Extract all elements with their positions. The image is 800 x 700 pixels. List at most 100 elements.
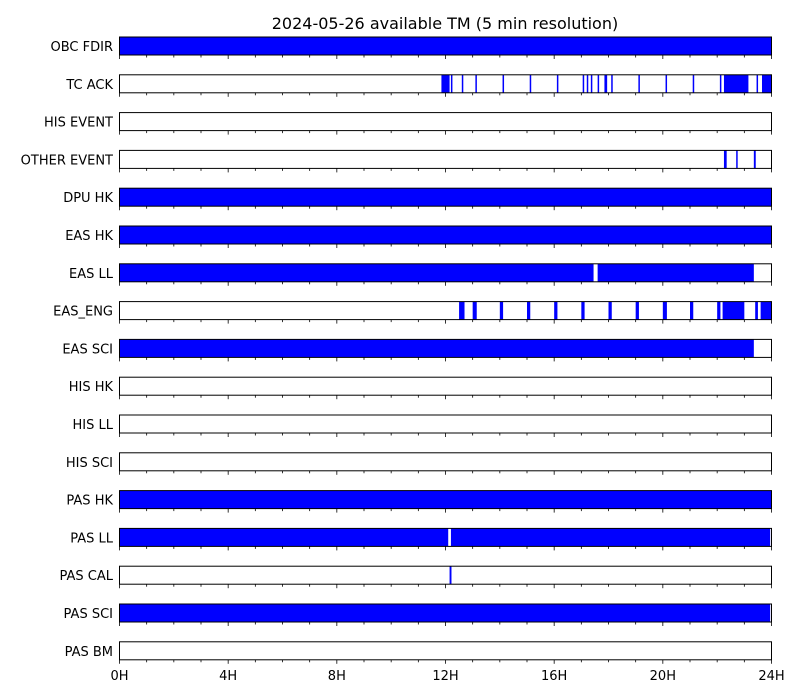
timeline-row: EAS HK [65,225,772,248]
chart-title: 2024-05-26 available TM (5 min resolutio… [272,14,618,33]
availability-bar [527,301,531,320]
availability-bar [662,301,667,320]
availability-bar [692,74,695,93]
timeline-row: PAS CAL [60,565,772,589]
availability-bar [635,301,639,320]
timeline-row: PAS LL [70,527,772,551]
timeline-row: PAS SCI [64,603,772,626]
row-label: HIS SCI [66,456,113,471]
x-tick-label: 20H [650,669,676,684]
availability-bar [475,74,477,93]
row-frame [119,376,772,396]
availability-bar [638,74,640,93]
row-label: OTHER EVENT [21,153,113,168]
timeline-rows: OBC FDIR TC ACK HIS EVENT OTHER EVENT DPU HK… [21,36,785,684]
availability-bar [529,74,532,93]
row-label: PAS SCI [64,607,113,622]
row-label: EAS SCI [62,342,113,357]
availability-bar [119,490,772,509]
availability-bar [608,301,612,320]
timeline-row: DPU HK [63,187,772,211]
row-label: PAS BM [65,645,113,660]
availability-bar [597,263,754,282]
availability-bar [753,150,756,169]
row-label: PAS LL [70,531,114,546]
row-frame [119,301,772,321]
availability-bar [441,74,450,93]
row-label: DPU HK [63,191,113,206]
timeline-row: EAS_ENG [53,301,772,324]
availability-bar [665,74,668,93]
timeline-row: PAS HK [66,490,772,513]
availability-bar [119,339,754,358]
row-label: OBC FDIR [51,40,114,55]
availability-bar [554,301,558,320]
availability-bar [449,566,452,585]
timeline-row: HIS EVENT [44,112,772,135]
timeline-row: HIS HK [69,376,772,400]
availability-bar [119,226,772,244]
availability-bar [755,301,758,320]
availability-bar [450,528,771,547]
availability-bar [119,37,772,55]
row-label: HIS LL [73,418,114,433]
availability-bar [761,74,772,93]
row-frame [119,112,772,132]
x-tick-label: 24H [758,669,784,684]
row-frame [119,565,772,585]
availability-bar [586,74,589,93]
availability-bar [723,74,749,93]
availability-bar [611,74,613,93]
availability-bar [604,74,608,93]
availability-bar [119,604,771,622]
timeline-row: EAS LL [69,263,772,286]
x-tick-label: 16H [541,669,567,684]
row-label: PAS HK [66,494,113,509]
availability-bar [119,188,772,207]
row-frame [119,414,772,434]
availability-bar [119,528,449,547]
row-label: PAS CAL [60,569,114,584]
availability-bar [760,301,772,320]
availability-bar [690,301,694,320]
availability-bar [459,301,465,320]
x-tick-label: 0H [110,669,128,684]
timeline-row: TC ACK [65,74,772,97]
availability-bar [597,74,600,93]
timeline-row: OTHER EVENT [21,149,772,173]
row-frame [119,149,772,169]
x-tick-label: 12H [432,669,458,684]
row-frame [119,641,772,661]
row-label: TC ACK [65,78,113,93]
x-tick-label: 8H [328,669,346,684]
availability-bar [722,301,745,320]
availability-bar [719,74,722,93]
row-label: EAS HK [65,229,113,244]
availability-bar [556,74,559,93]
x-tick-label: 4H [219,669,237,684]
availability-bar [736,150,738,169]
row-label: HIS HK [69,380,114,395]
timeline-row: EAS SCI [62,338,772,362]
availability-bar [450,74,453,93]
availability-bar [502,74,505,93]
row-label: EAS LL [69,267,114,282]
availability-bar [499,301,504,320]
availability-bar [581,301,585,320]
timeline-row: OBC FDIR [51,36,772,59]
availability-bar [472,301,477,320]
timeline-row: PAS BM [65,641,772,664]
availability-bar [590,74,593,93]
availability-bar [756,74,759,93]
row-frame [119,452,772,472]
availability-bar [717,301,721,320]
row-label: HIS EVENT [44,116,113,131]
availability-bar [461,74,464,93]
timeline-row: HIS SCI [66,452,772,475]
row-label: EAS_ENG [53,305,113,320]
availability-bar [119,263,594,282]
timeline-row: HIS LL [73,414,772,437]
availability-bar [723,150,727,169]
availability-bar [582,74,585,93]
